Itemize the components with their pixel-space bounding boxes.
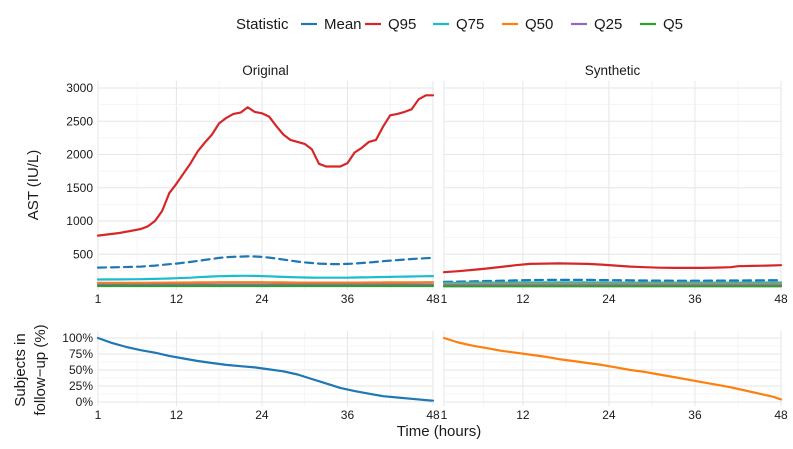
x-tick-label: 1: [441, 292, 448, 306]
x-tick-label: 36: [688, 408, 702, 422]
y-tick-label: 25%: [69, 379, 93, 393]
x-tick-label: 48: [774, 408, 788, 422]
y-axis-label-followup-line1: Subjects in: [12, 333, 29, 406]
x-tick-label: 12: [170, 408, 184, 422]
y-tick-label: 3000: [66, 81, 93, 95]
x-tick-label: 12: [516, 292, 530, 306]
x-tick-label: 1: [95, 408, 102, 422]
y-axis-label-ast: AST (IU/L): [25, 150, 42, 221]
y-tick-label: 1000: [66, 214, 93, 228]
panel-original: 1 12 24 36 48 500 1000 1500 2000 2500 3000: [66, 81, 440, 306]
legend-label-q95: Q95: [388, 16, 416, 33]
x-tick-label: 1: [441, 408, 448, 422]
y-tick-label: 1500: [66, 181, 93, 195]
panel-synthetic-followup: 1 12 24 36 48: [441, 331, 788, 422]
y-tick-label: 50%: [69, 363, 93, 377]
x-tick-label: 36: [341, 292, 355, 306]
legend-items: Mean Q95 Q75 Q50 Q25 Q5: [301, 16, 683, 33]
x-tick-label: 1: [95, 292, 102, 306]
series-line-mean: [442, 278, 783, 283]
series-line-mean: [96, 255, 435, 269]
x-axis-label: Time (hours): [397, 423, 481, 440]
y-tick-label: 2000: [66, 148, 93, 162]
series-line-q50: [96, 281, 435, 284]
x-tick-label: 12: [170, 292, 184, 306]
y-tick-label: 0%: [76, 395, 94, 409]
x-tick-label: 36: [341, 408, 355, 422]
x-tick-label: 36: [688, 292, 702, 306]
x-tick-label: 48: [426, 408, 440, 422]
y-tick-label: 500: [73, 247, 93, 261]
panel-original-followup: 1 12 24 36 48 0% 25% 50% 75% 100%: [62, 331, 440, 422]
panel-synthetic: 1 12 24 36 48: [441, 81, 788, 306]
legend-label-q25: Q25: [594, 16, 622, 33]
series-line-q75: [96, 274, 435, 281]
x-tick-label: 12: [516, 408, 530, 422]
x-tick-label: 48: [426, 292, 440, 306]
y-axis-label-followup-line2: follow−up (%): [32, 324, 49, 415]
series-line-q50: [442, 336, 783, 401]
x-tick-label: 24: [602, 408, 616, 422]
legend-label-mean: Mean: [324, 16, 362, 33]
series-line-q95: [442, 262, 783, 274]
y-tick-label: 100%: [62, 331, 93, 345]
x-tick-label: 24: [255, 292, 269, 306]
x-tick-label: 48: [774, 292, 788, 306]
legend-label-q5: Q5: [663, 16, 683, 33]
legend: Statistic Mean Q95 Q75 Q50 Q25 Q5: [236, 16, 683, 33]
y-tick-label: 2500: [66, 114, 93, 128]
series-line-mean: [96, 336, 435, 402]
series-line-q95: [96, 94, 435, 237]
x-tick-label: 24: [255, 408, 269, 422]
y-tick-label: 75%: [69, 347, 93, 361]
legend-label-q75: Q75: [456, 16, 484, 33]
panel-title-synthetic: Synthetic: [585, 63, 641, 78]
legend-label-q50: Q50: [525, 16, 553, 33]
panel-title-original: Original: [242, 63, 289, 78]
legend-title: Statistic: [236, 16, 289, 33]
x-tick-label: 24: [602, 292, 616, 306]
